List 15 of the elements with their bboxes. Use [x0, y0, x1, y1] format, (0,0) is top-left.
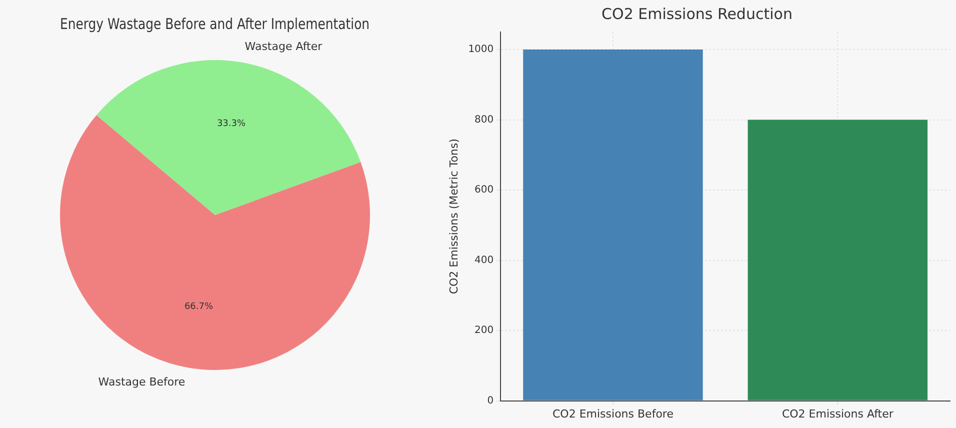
x-tick-label: CO2 Emissions After: [782, 407, 894, 420]
y-tick-label: 0: [487, 395, 494, 406]
y-tick-label: 1000: [468, 44, 494, 56]
y-axis-title: CO2 Emissions (Metric Tons): [447, 138, 460, 294]
y-tick-label: 400: [474, 254, 494, 266]
slice-label: Wastage After: [244, 40, 323, 53]
slice-label: Wastage Before: [98, 376, 186, 389]
data-label: 66.7%: [184, 302, 214, 312]
y-tick-label: 600: [474, 184, 494, 196]
data-label: 33.3%: [216, 118, 246, 129]
chart-title: CO2 Emissions Reduction: [602, 4, 792, 23]
y-tick-label: 200: [474, 325, 494, 336]
x-tick-label: CO2 Emissions Before: [552, 407, 674, 420]
y-tick-label: 800: [474, 114, 494, 126]
chart-title: Energy Wastage Before and After Implementation: [60, 16, 370, 34]
